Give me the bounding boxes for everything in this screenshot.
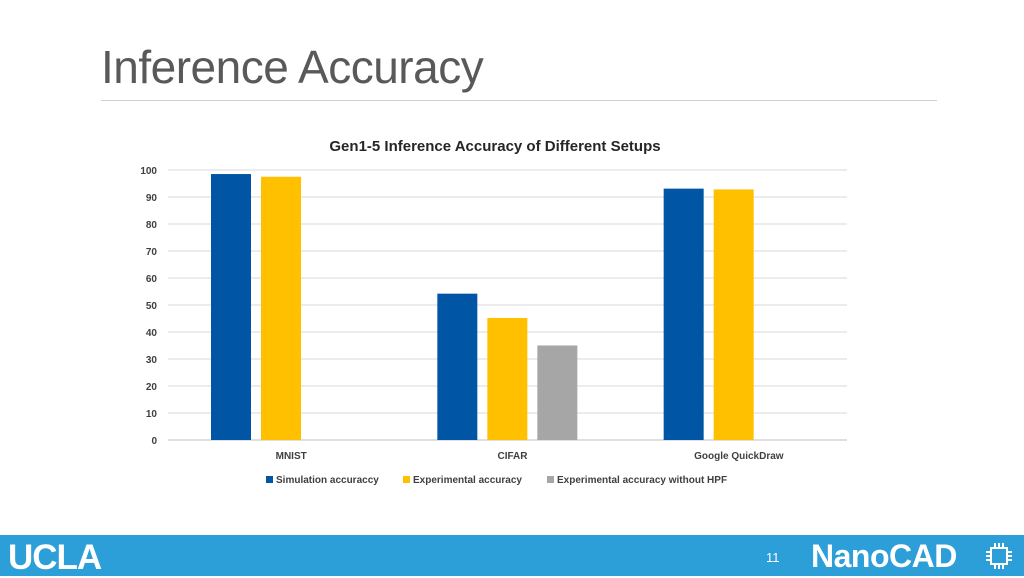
chart-title: Gen1-5 Inference Accuracy of Different S… [329, 138, 660, 155]
x-tick-label: Google QuickDraw [694, 451, 784, 462]
y-tick-label: 80 [146, 220, 158, 231]
bar [663, 188, 704, 440]
x-tick-label: CIFAR [498, 451, 529, 462]
legend-swatch [403, 476, 410, 483]
bar [261, 176, 301, 440]
legend-label: Experimental accuracy [413, 475, 522, 486]
bar [211, 174, 251, 441]
y-tick-label: 90 [146, 193, 158, 204]
page-number: 11 [766, 550, 780, 565]
y-tick-label: 10 [146, 409, 158, 420]
y-tick-label: 20 [146, 382, 158, 393]
legend-label: Simulation accuraccy [276, 475, 379, 486]
footer-bar [0, 535, 1024, 576]
ucla-logo: UCLA [8, 538, 102, 577]
bar [713, 189, 754, 440]
title-divider [101, 100, 937, 101]
nanocad-logo: NanoCAD [811, 538, 957, 574]
chip-icon [986, 543, 1012, 569]
slide-title: Inference Accuracy [101, 41, 484, 93]
x-tick-label: MNIST [276, 451, 307, 462]
bar [437, 293, 478, 440]
bar [487, 317, 528, 440]
y-tick-label: 30 [146, 355, 158, 366]
bar [537, 345, 578, 440]
y-tick-label: 70 [146, 247, 158, 258]
y-tick-label: 100 [140, 166, 157, 177]
y-tick-label: 40 [146, 328, 158, 339]
legend-swatch [547, 476, 554, 483]
y-tick-label: 0 [151, 436, 157, 447]
bar-chart: Gen1-5 Inference Accuracy of Different S… [140, 138, 847, 486]
y-tick-label: 60 [146, 274, 158, 285]
y-tick-label: 50 [146, 301, 158, 312]
legend-swatch [266, 476, 273, 483]
legend-label: Experimental accuracy without HPF [557, 475, 727, 486]
